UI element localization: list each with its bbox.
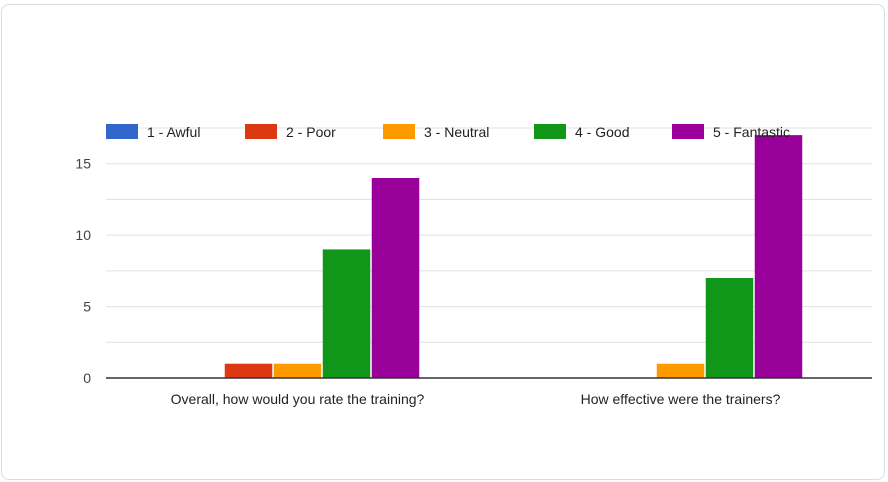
bar-2-1 xyxy=(224,363,273,378)
x-axis-categories: Overall, how would you rate the training… xyxy=(171,391,781,407)
bar-3-2 xyxy=(656,363,705,378)
x-category-label: Overall, how would you rate the training… xyxy=(171,391,425,407)
legend-swatch xyxy=(106,124,138,139)
y-axis-ticks: 0 5 10 15 xyxy=(75,156,91,386)
legend-swatch xyxy=(534,124,566,139)
legend-swatch xyxy=(672,124,704,139)
legend-swatch xyxy=(383,124,415,139)
y-tick-label: 15 xyxy=(75,156,91,172)
legend-label: 2 - Poor xyxy=(286,124,336,140)
bar-3-1 xyxy=(273,363,322,378)
legend-label: 5 - Fantastic xyxy=(713,124,790,140)
legend-label: 3 - Neutral xyxy=(424,124,489,140)
legend-label: 4 - Good xyxy=(575,124,629,140)
y-tick-label: 10 xyxy=(75,227,91,243)
bars xyxy=(224,135,803,378)
legend-label: 1 - Awful xyxy=(147,124,200,140)
y-tick-label: 0 xyxy=(83,370,91,386)
bar-4-1 xyxy=(322,249,371,378)
legend: 1 - Awful 2 - Poor 3 - Neutral 4 - Good 5 - … xyxy=(106,124,790,140)
chart-card xyxy=(1,4,885,480)
x-category-label: How effective were the trainers? xyxy=(581,391,781,407)
y-tick-label: 5 xyxy=(83,299,91,315)
legend-swatch xyxy=(245,124,277,139)
bar-5-2 xyxy=(754,135,803,378)
bar-4-2 xyxy=(705,278,754,378)
bar-5-1 xyxy=(371,178,420,378)
